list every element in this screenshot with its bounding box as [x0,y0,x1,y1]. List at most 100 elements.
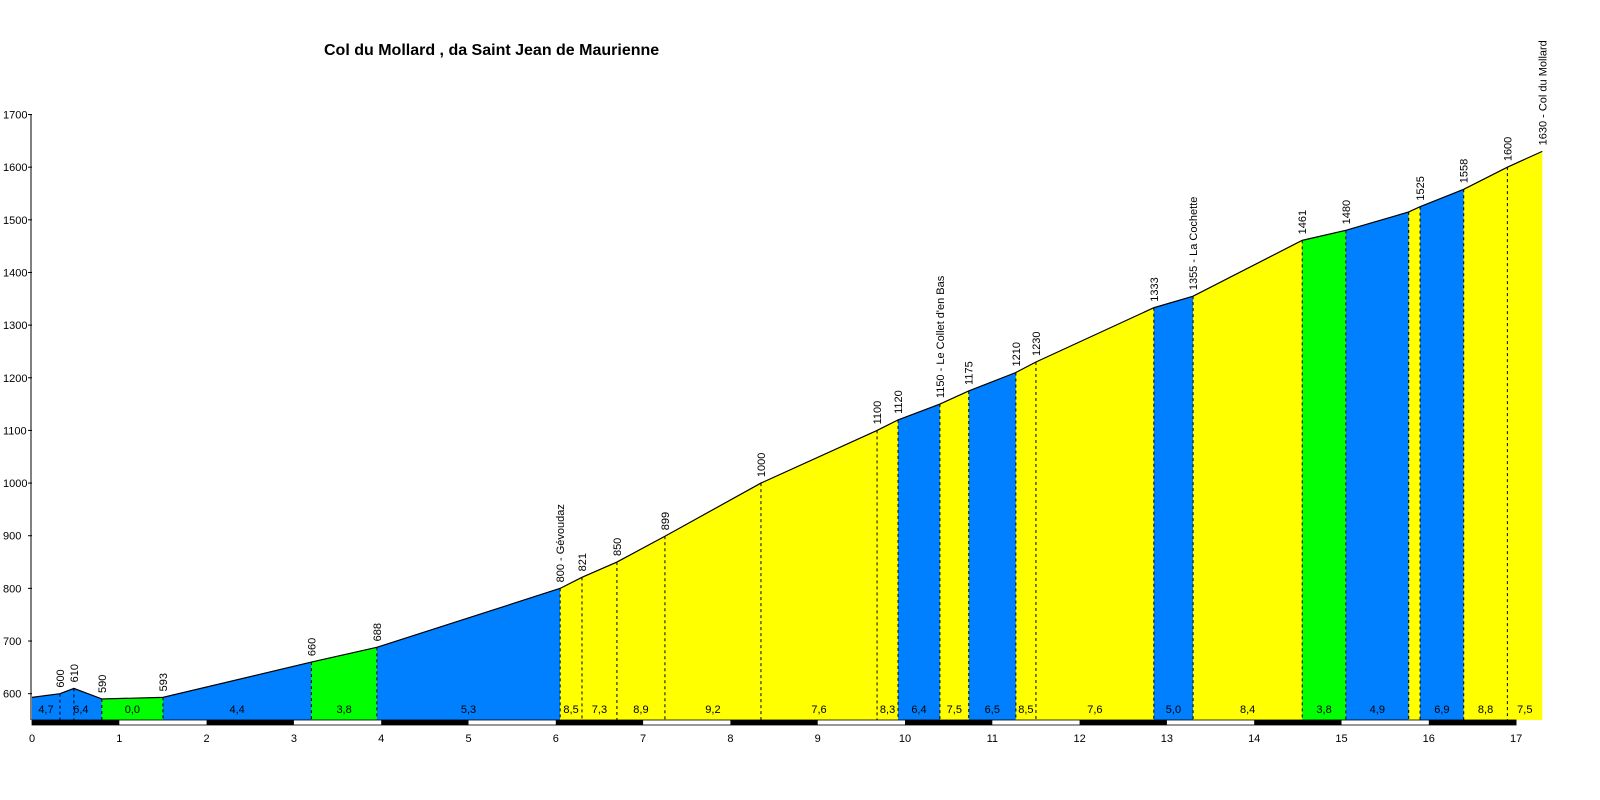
x-tick-label-17: 17 [1510,733,1522,745]
x-tick-label-15: 15 [1335,733,1347,745]
y-tick-label-5: 1100 [3,425,27,437]
x-tick-label-6: 6 [553,733,559,745]
x-tick-label-8: 8 [727,733,733,745]
elevation-label-19: 1355 - La Cochette [1188,197,1200,291]
elevation-label-12: 1100 [872,401,884,425]
segment-9 [664,483,761,720]
segment-14 [968,372,1016,720]
y-tick-label-8: 1400 [3,267,27,279]
segment-24 [1507,151,1543,720]
segment-13 [939,390,969,720]
gradient-label-19: 3,8 [1316,704,1331,716]
elevation-label-26: 1630 - Col du Mollard [1537,40,1549,145]
segment-20 [1345,211,1409,721]
segment-2 [101,697,163,720]
elevation-label-16: 1210 [1011,342,1023,366]
gradient-label-1: 6,4 [73,704,88,716]
gradient-label-9: 9,2 [705,704,720,716]
segment-5 [376,588,561,720]
gradient-label-6: 8,5 [563,704,578,716]
x-tick-label-14: 14 [1248,733,1260,745]
elevation-label-24: 1558 [1459,159,1471,183]
gradient-label-13: 7,5 [947,704,962,716]
x-tick-label-9: 9 [815,733,821,745]
segment-23 [1463,167,1508,721]
gradient-label-17: 5,0 [1166,704,1181,716]
segment-7 [581,562,617,720]
elevation-label-1: 600 [55,669,67,687]
gradient-label-7: 7,3 [592,704,607,716]
gradient-label-11: 8,3 [880,704,895,716]
x-tick-label-10: 10 [899,733,911,745]
y-tick-label-10: 1600 [3,162,27,174]
x-tick-label-3: 3 [291,733,297,745]
km-bar-block-0 [32,720,120,725]
elevation-label-4: 593 [158,673,170,691]
segment-19 [1302,230,1346,721]
km-bar-block-6 [555,720,644,725]
y-tick-label-4: 1000 [3,478,27,490]
elevation-label-18: 1333 [1149,277,1161,301]
elevation-label-6: 688 [372,623,384,641]
gradient-label-5: 5,3 [461,704,476,716]
gradient-label-12: 6,4 [911,704,926,716]
elevation-labels: 600 610 590 593 660 688 800 - Gévoudaz 821 850 89… [55,40,1549,693]
segment-dividers [59,167,1508,720]
segment-1 [59,688,102,720]
segment-11 [877,419,899,720]
gradient-label-22: 6,9 [1434,704,1449,716]
x-tick-label-4: 4 [378,733,384,745]
chart-title: Col du Mollard , da Saint Jean de Maurie… [324,42,659,59]
elevation-label-5: 660 [306,638,318,656]
y-tick-label-0: 600 [3,689,21,701]
gradient-label-8: 8,9 [633,704,648,716]
x-tick-label-7: 7 [640,733,646,745]
segment-8 [616,536,665,720]
km-bar-block-8 [730,720,818,725]
x-tick-label-16: 16 [1423,733,1435,745]
km-bar-block-10 [905,720,993,725]
gradient-label-24: 7,5 [1517,704,1532,716]
x-tick-label-13: 13 [1161,733,1173,745]
x-tick-label-11: 11 [987,733,998,745]
segment-3 [162,662,312,720]
km-bar-block-14 [1254,720,1342,725]
km-bar-block-12 [1079,720,1167,725]
elevation-label-21: 1480 [1341,200,1353,224]
y-tick-label-6: 1200 [3,373,27,385]
axes: 6007008009001000110012001300140015001600… [3,110,1522,745]
km-bar-block-4 [381,720,469,725]
x-tick-label-2: 2 [204,733,210,745]
segment-21 [1408,206,1421,721]
segment-18 [1193,240,1303,720]
gradient-label-10: 7,6 [811,704,826,716]
x-tick-label-5: 5 [465,733,471,745]
elevation-label-9: 850 [612,538,624,556]
elevation-label-7: 800 - Gévoudaz [555,504,567,582]
y-tick-label-11: 1700 [3,110,27,122]
segment-17 [1153,296,1194,720]
gradient-label-3: 4,4 [230,704,245,716]
y-tick-label-1: 700 [3,636,21,648]
gradient-label-15: 8,5 [1018,704,1033,716]
segment-16 [1035,307,1154,720]
elevation-label-2: 610 [69,664,81,682]
gradient-label-14: 6,5 [985,704,1000,716]
y-tick-label-7: 1300 [3,320,27,332]
y-tick-label-3: 900 [3,531,21,543]
segment-6 [560,577,582,720]
gradient-label-16: 7,6 [1087,704,1102,716]
gradient-label-20: 4,9 [1370,704,1385,716]
km-scale-bar [31,719,1517,726]
gradient-label-23: 8,8 [1478,704,1493,716]
elevation-label-15: 1175 [964,361,976,385]
segment-12 [898,404,940,720]
elevation-label-17: 1230 [1031,331,1043,355]
x-tick-label-12: 12 [1073,733,1085,745]
y-tick-label-9: 1500 [3,215,27,227]
km-bar-block-16 [1428,720,1517,725]
profile-line [31,150,1543,700]
segment-4 [311,647,377,720]
gradient-label-18: 8,4 [1240,704,1255,716]
